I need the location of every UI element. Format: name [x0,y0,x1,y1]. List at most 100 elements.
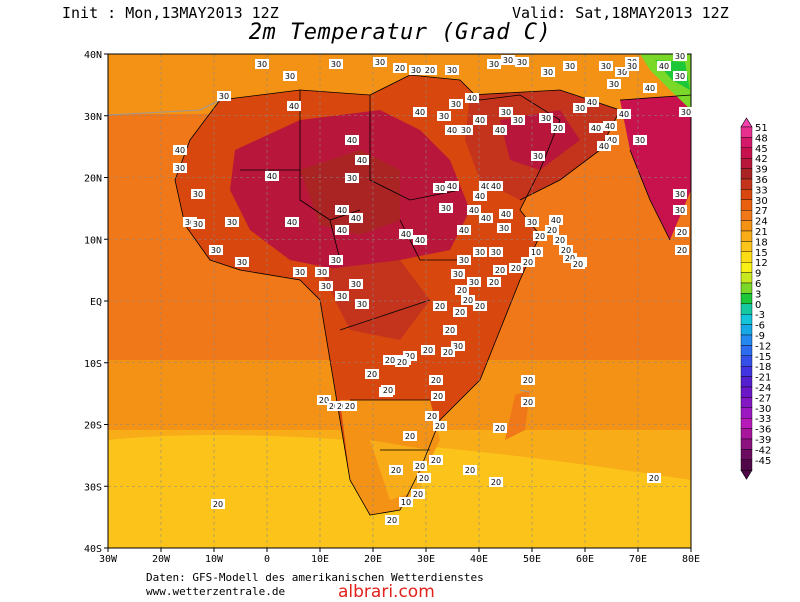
contour-label: 40 [475,116,485,125]
contour-label: 20 [535,232,545,241]
contour-label-box [473,191,487,201]
contour-label-box [589,123,603,133]
contour-label-box [499,107,513,117]
contour-label-box [465,93,479,103]
contour-label: 20 [523,376,533,385]
contour-label-box [445,181,459,191]
contour-label-box [521,397,535,407]
contour-label-box [643,83,657,93]
contour-label: 30 [543,68,553,77]
contour-label: 20 [419,474,429,483]
contour-label: 30 [317,268,327,277]
contour-label: 20 [465,466,475,475]
contour-label: 40 [337,206,347,215]
colorbar-swatch [740,282,753,294]
valid-time: Valid: Sat,18MAY2013 12Z [512,4,729,22]
contour-label: 20 [435,302,445,311]
contour-label-box [493,265,507,275]
contour-label: 20 [523,398,533,407]
lon-label: 50E [523,554,541,565]
contour-label: 40 [591,124,601,133]
contour-label: 20 [427,412,437,421]
lon-label: 20W [152,554,171,565]
contour-label: 30 [411,66,421,75]
contour-label-box [265,171,279,181]
colorbar-level: 36 [755,175,768,186]
contour-label-box [335,205,349,215]
contour-label: 40 [551,216,561,225]
contour-label-box [431,391,445,401]
contour-label: 20 [387,516,397,525]
colorbar-swatch [740,418,753,429]
contour-label: 30 [285,72,295,81]
contour-label-box [403,351,417,361]
contour-label: 40 [175,146,185,155]
colorbar-top-arrow [740,117,753,128]
contour-label-box [173,145,187,155]
contour-label: 30 [331,60,341,69]
contour-label: 20 [413,490,423,499]
contour-label-box [355,299,369,309]
contour-label: 40 [287,218,297,227]
contour-label-box [473,247,487,257]
contour-label: 20 [415,462,425,471]
contour-label-box [433,183,447,193]
contour-label: 20 [395,64,405,73]
contour-label: 20 [677,246,687,255]
contour-label-box [467,205,481,215]
contour-label: 40 [447,182,457,191]
colorbar-level: -18 [755,362,771,373]
contour-label-box [365,369,379,379]
colorbar-swatch [740,209,753,221]
colorbar-swatch [740,334,753,346]
contour-label: 40 [619,110,629,119]
contour-label: 40 [495,126,505,135]
contour-label-box [499,209,513,219]
contour-label: 30 [675,206,685,215]
contour-label: 40 [475,192,485,201]
colorbar-swatch [740,397,753,408]
colorbar-level: 42 [755,154,768,165]
colorbar-level: -45 [755,456,771,467]
colorbar-swatch [740,459,753,471]
colorbar-level: -24 [755,383,771,394]
contour-label: 30 [441,204,451,213]
contour-label: 30 [503,56,513,65]
contour-label-box [293,267,307,277]
contour-label: 20 [435,422,445,431]
contour-label-box [345,173,359,183]
contour-label-box [287,101,301,111]
contour-label-box [457,255,471,265]
website-link[interactable]: www.wetterzentrale.de [146,585,286,598]
contour-label-box [191,219,205,229]
contour-label-box [441,347,455,357]
lat-label: 40S [84,544,102,555]
contour-label-box [429,375,443,385]
contour-label-box [453,307,467,317]
contour-label: 20 [405,352,415,361]
contour-label-box [573,103,587,113]
contour-label-box [489,181,503,191]
colorbar-swatch [740,303,753,315]
contour-label-box [479,181,493,191]
watermark: albrari.com [338,582,435,602]
lon-label: 20E [364,554,382,565]
contour-label: 30 [541,114,551,123]
colorbar-level: 39 [755,165,768,176]
colorbar-level: -39 [755,435,771,446]
contour-label-box [443,325,457,335]
contour-label-box [509,263,523,273]
contour-label-box [329,255,343,265]
colorbar-level: -42 [755,445,771,456]
colorbar-swatch [740,324,753,336]
contour-label: 40 [587,98,597,107]
contour-label-box [599,61,613,71]
contour-label-box [429,455,443,465]
contour-label: 30 [321,282,331,291]
contour-label: 30 [469,278,479,287]
contour-label-box [511,115,525,125]
init-time: Init : Mon,13MAY2013 12Z [62,4,279,22]
contour-label-box [411,489,425,499]
contour-label-box [607,79,621,89]
contour-label-box [539,113,553,123]
